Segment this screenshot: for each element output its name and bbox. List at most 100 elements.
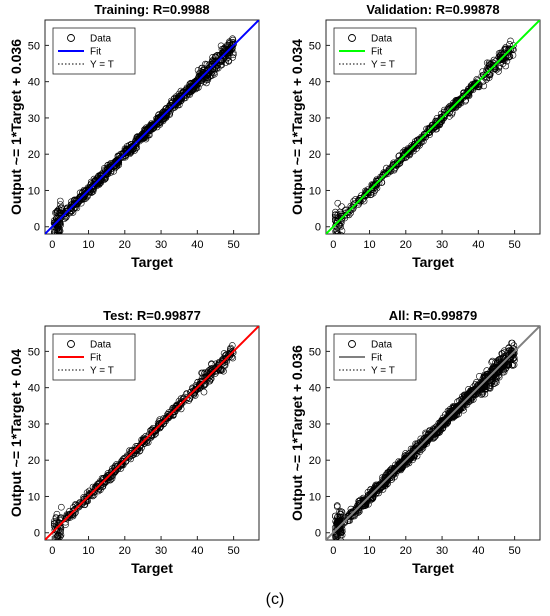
data-point <box>478 388 486 396</box>
data-point <box>350 204 358 211</box>
y-tick-label: 0 <box>34 528 40 540</box>
data-point <box>505 344 513 351</box>
data-point <box>208 364 216 372</box>
data-point <box>384 168 392 175</box>
data-point <box>492 379 500 386</box>
data-point <box>384 469 391 476</box>
chart-panel-4: 0 10 20 30 40 50 0 10 20 30 40 50 All: R=0.99879 Targ… <box>289 308 541 576</box>
data-point <box>419 134 426 141</box>
data-point <box>506 347 513 354</box>
data-point <box>382 169 390 177</box>
data-point <box>499 368 506 376</box>
data-point <box>229 54 236 61</box>
data-point <box>495 68 502 75</box>
data-point <box>485 74 493 81</box>
data-point <box>86 487 93 495</box>
x-tick-label: 10 <box>82 239 94 251</box>
chart-panel-1: 0 10 20 30 40 50 0 10 20 30 40 50 Training: R=0.9988… <box>8 2 260 270</box>
data-point <box>124 146 131 154</box>
data-point <box>208 57 216 65</box>
data-point <box>391 467 398 475</box>
plot-content <box>45 20 259 234</box>
data-point <box>417 446 425 454</box>
data-point <box>55 231 62 234</box>
data-point <box>483 367 491 374</box>
data-point <box>139 439 146 447</box>
y-tick-label: 20 <box>309 455 321 467</box>
data-point <box>337 537 345 540</box>
data-point <box>192 85 199 93</box>
x-tick-label: 40 <box>191 545 203 557</box>
legend: Data Fit Y = T <box>52 27 136 75</box>
fit-line <box>326 20 540 234</box>
y-tick-label: 40 <box>28 77 40 89</box>
data-point <box>370 184 377 192</box>
data-point <box>384 480 391 487</box>
data-point <box>418 133 425 141</box>
data-point <box>111 160 118 167</box>
data-point <box>112 466 120 474</box>
data-point <box>458 400 466 408</box>
legend-label: Data <box>90 340 112 351</box>
y-tick-label: 40 <box>28 383 40 395</box>
data-point <box>472 80 480 88</box>
data-point <box>490 363 497 370</box>
chart-title: Validation: R=0.99878 <box>366 2 499 17</box>
data-point <box>90 180 97 188</box>
chart-panel-3: 0 10 20 30 40 50 0 10 20 30 40 50 Test: R=0.99877 Tar… <box>8 308 260 576</box>
data-point <box>402 450 409 457</box>
legend-data-marker <box>348 34 356 42</box>
x-tick-label: 20 <box>400 545 412 557</box>
legend-data-marker <box>67 340 75 348</box>
data-point <box>56 197 64 205</box>
figure-caption: (c) <box>266 591 285 608</box>
chart-title: All: R=0.99879 <box>389 308 478 323</box>
legend-label: Y = T <box>371 366 395 377</box>
data-point <box>412 141 420 149</box>
x-tick-label: 40 <box>472 545 484 557</box>
y-tick-label: 50 <box>309 40 321 52</box>
data-point <box>54 223 62 230</box>
x-tick-label: 30 <box>436 239 448 251</box>
data-point <box>359 500 367 508</box>
data-point <box>98 175 106 182</box>
data-point <box>441 417 448 425</box>
data-point <box>60 211 68 218</box>
data-point <box>132 144 140 152</box>
x-tick-label: 30 <box>436 545 448 557</box>
y-tick-label: 30 <box>309 113 321 125</box>
legend-label: Fit <box>371 47 382 58</box>
data-point <box>54 207 61 214</box>
data-point <box>498 54 505 61</box>
x-tick-label: 10 <box>363 239 375 251</box>
y-tick-label: 0 <box>315 528 321 540</box>
data-point <box>229 44 236 52</box>
x-tick-label: 0 <box>330 239 336 251</box>
data-point <box>87 186 94 194</box>
data-point <box>226 40 233 48</box>
data-point <box>127 145 134 153</box>
data-point <box>453 99 461 107</box>
data-point <box>335 517 342 525</box>
data-point <box>471 388 478 396</box>
data-point <box>465 398 473 406</box>
data-point <box>185 397 192 404</box>
data-point <box>492 365 500 373</box>
data-point <box>56 529 64 536</box>
data-point <box>217 42 225 50</box>
data-point <box>486 384 494 392</box>
data-point <box>361 498 369 506</box>
data-point <box>333 530 340 538</box>
x-axis-label: Target <box>131 560 173 576</box>
x-tick-label: 30 <box>155 545 167 557</box>
data-point <box>483 59 491 67</box>
data-point <box>507 37 514 45</box>
data-point <box>79 498 87 506</box>
chart-panel-2: 0 10 20 30 40 50 0 10 20 30 40 50 Validation: R=0.99… <box>289 2 541 270</box>
data-point <box>207 375 214 383</box>
data-point <box>79 192 87 200</box>
x-axis-label: Target <box>412 560 454 576</box>
data-point <box>492 375 500 382</box>
data-point <box>352 196 359 203</box>
